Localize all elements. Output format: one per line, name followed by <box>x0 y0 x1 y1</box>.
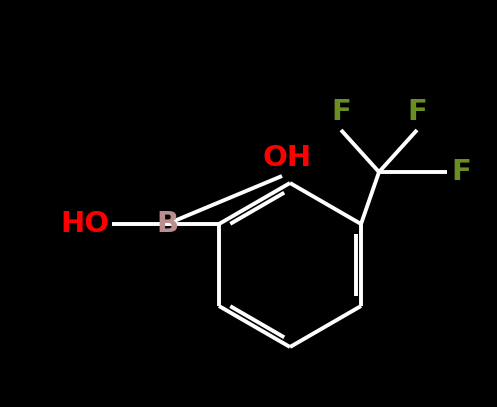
Text: F: F <box>331 98 351 126</box>
Text: F: F <box>451 158 471 186</box>
Text: B: B <box>156 210 178 238</box>
Text: F: F <box>407 98 427 126</box>
Text: HO: HO <box>61 210 110 238</box>
Text: OH: OH <box>262 144 312 172</box>
